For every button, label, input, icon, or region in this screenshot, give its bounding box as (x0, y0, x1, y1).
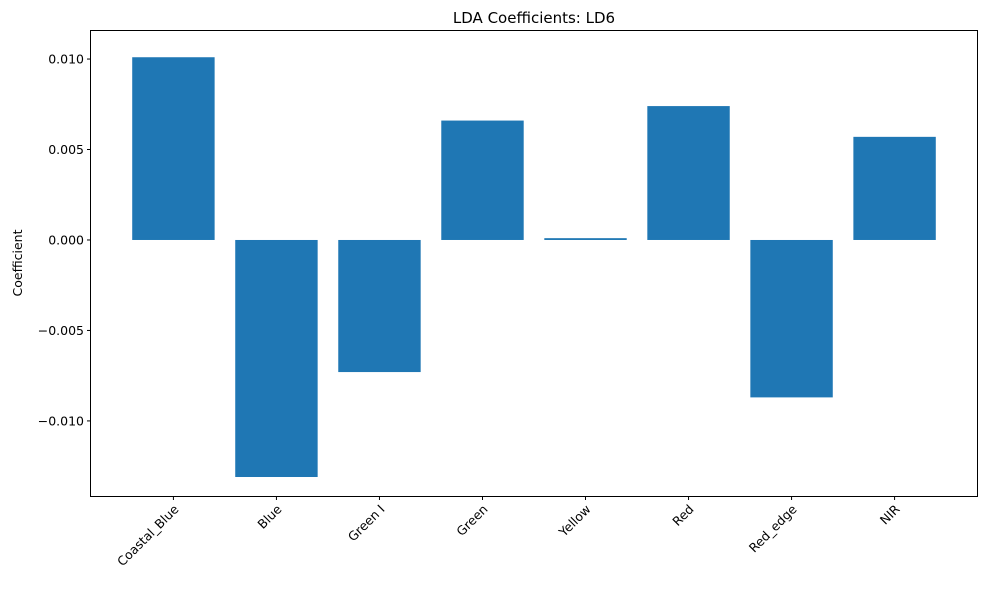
y-tick-label: 0.005 (48, 142, 84, 157)
x-tick-label: Blue (254, 501, 284, 531)
plot-frame (90, 30, 978, 497)
bar-green-i (338, 239, 421, 373)
bar-red-edge (750, 239, 833, 398)
bar-red (647, 106, 730, 240)
bar-yellow (544, 238, 627, 240)
x-axis-ticks: Coastal_Blue Blue Green I Green Yellow Red Red… (114, 496, 903, 569)
y-axis-ticks: 0.010 0.005 0.000 −0.005 −0.010 (38, 52, 91, 428)
x-tick-label: Yellow (555, 502, 594, 541)
x-tick-label: Coastal_Blue (114, 501, 182, 569)
chart-title: LDA Coefficients: LD6 (453, 9, 615, 27)
x-tick-label: Red (669, 502, 696, 529)
y-tick-label: −0.005 (38, 323, 84, 338)
bar-nir (853, 136, 936, 240)
y-tick-label: −0.010 (38, 413, 84, 428)
bar-blue (235, 239, 318, 478)
y-tick-label: 0.000 (48, 232, 84, 247)
bars-group (132, 57, 936, 478)
y-tick-label: 0.010 (48, 52, 84, 67)
x-tick-label: Green I (345, 502, 388, 545)
bar-green (441, 120, 524, 240)
x-tick-label: Green (453, 502, 490, 539)
x-tick-label: NIR (877, 501, 903, 527)
y-axis-label: Coefficient (10, 229, 25, 296)
bar-coastal-blue (132, 57, 215, 240)
x-tick-label: Red_edge (746, 501, 800, 555)
